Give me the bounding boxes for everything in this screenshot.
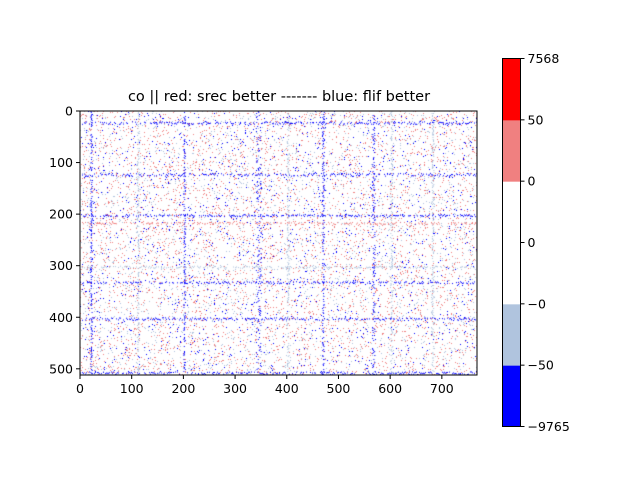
heatmap-area: [79, 110, 478, 376]
heatmap-frame: [79, 110, 478, 376]
x-axis: 0 100 200 300 400 500 600 700: [76, 375, 454, 396]
colorbar-blocks: [502, 58, 521, 427]
x-tick-label: 600: [378, 381, 402, 396]
y-tick-label: 100: [49, 155, 73, 170]
x-tick-label: 300: [223, 381, 247, 396]
colorbar-block: [502, 242, 521, 305]
colorbar-tick-label: 7568: [528, 51, 560, 66]
colorbar-block: [502, 303, 521, 366]
colorbar-block: [502, 58, 521, 121]
chart-title: co || red: srec better ------- blue: fli…: [128, 89, 430, 105]
colorbar-tick-label: −50: [528, 358, 554, 373]
x-tick-label: 500: [327, 381, 351, 396]
x-tick-label: 700: [430, 381, 454, 396]
colorbar-block: [502, 119, 521, 182]
colorbar-tick-label: 0: [528, 235, 536, 250]
colorbar: 7568 50 0 0 −0 −50 −9765: [502, 51, 570, 434]
x-tick-label: 200: [171, 381, 195, 396]
y-tick-label: 300: [49, 258, 73, 273]
y-tick-label: 0: [65, 104, 73, 119]
x-tick-label: 0: [76, 381, 84, 396]
y-axis: 0 100 200 300 400 500: [49, 104, 80, 376]
colorbar-block: [502, 181, 521, 243]
y-tick-label: 500: [49, 361, 73, 376]
y-tick-label: 400: [49, 310, 73, 325]
colorbar-tick-label: −0: [528, 296, 546, 311]
colorbar-tick-label: −9765: [528, 419, 570, 434]
y-tick-label: 200: [49, 207, 73, 222]
colorbar-ticks: 7568 50 0 0 −0 −50 −9765: [520, 51, 570, 434]
colorbar-tick-label: 50: [528, 112, 544, 127]
x-tick-label: 400: [275, 381, 299, 396]
colorbar-tick-label: 0: [528, 174, 536, 189]
x-tick-label: 100: [120, 381, 144, 396]
heatmap-image: [80, 111, 477, 375]
colorbar-block: [502, 365, 521, 427]
